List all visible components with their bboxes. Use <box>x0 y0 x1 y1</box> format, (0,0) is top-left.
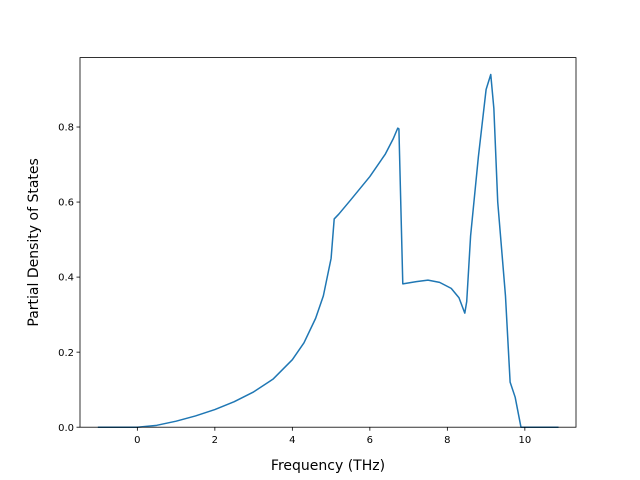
y-axis-label: Partial Density of States <box>26 158 42 326</box>
plot-area <box>97 73 559 428</box>
y-tick-label: 0.0 <box>58 423 74 434</box>
x-tick-label: 8 <box>444 435 450 446</box>
y-axis-ticks: 0.0 0.2 0.4 0.6 0.8 <box>58 123 80 434</box>
x-axis-label: Frequency (THz) <box>271 458 385 474</box>
series-layer <box>97 73 559 428</box>
x-tick-label: 10 <box>518 435 531 446</box>
axes-frame <box>79 57 577 428</box>
x-axis-ticks: 0 2 4 6 8 10 <box>134 427 531 446</box>
y-tick-label: 0.8 <box>58 123 74 134</box>
x-tick-label: 4 <box>289 435 295 446</box>
y-tick-label: 0.6 <box>58 198 74 209</box>
pdos-series-line <box>97 73 559 428</box>
x-tick-label: 0 <box>134 435 140 446</box>
y-tick-label: 0.2 <box>58 348 74 359</box>
x-tick-label: 6 <box>367 435 373 446</box>
x-tick-label: 2 <box>212 435 218 446</box>
y-tick-label: 0.4 <box>58 273 74 284</box>
